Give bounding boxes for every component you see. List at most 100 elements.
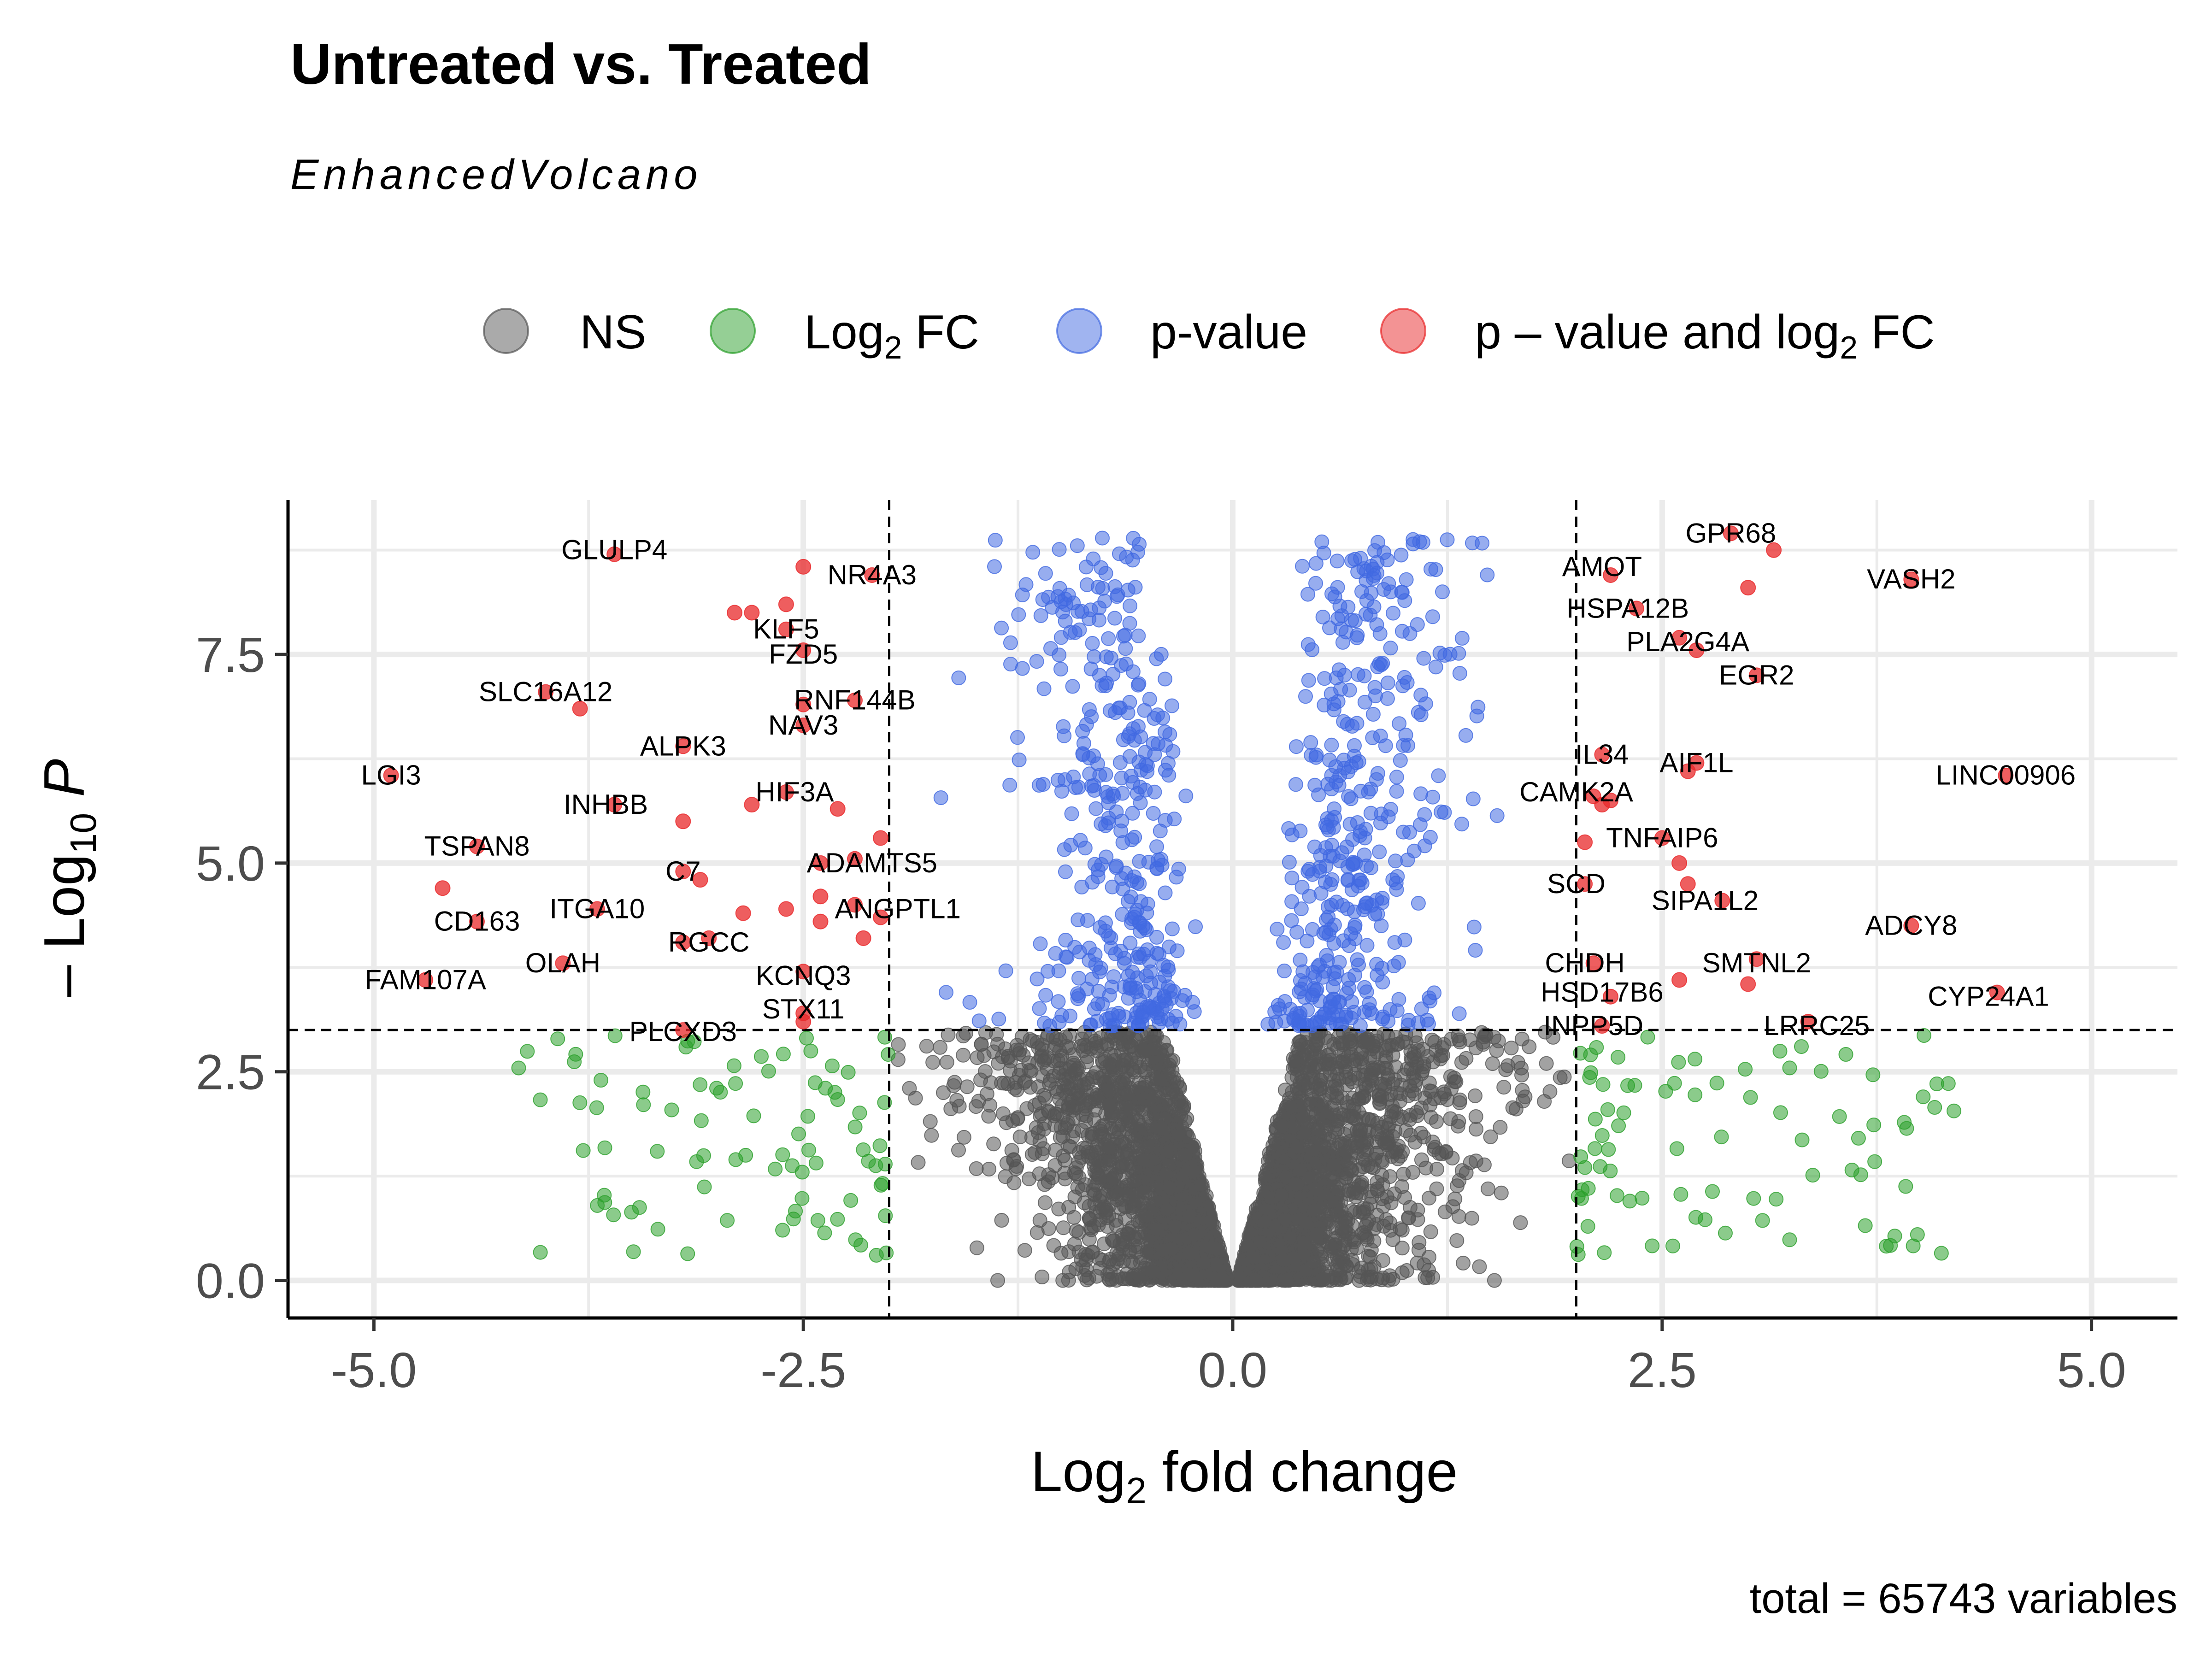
ns-point bbox=[1454, 1163, 1470, 1178]
ns-point bbox=[1407, 1086, 1422, 1101]
fc-point bbox=[853, 1237, 868, 1253]
pvalue-point bbox=[1085, 636, 1100, 651]
ns-point bbox=[1410, 1202, 1425, 1218]
fc-point bbox=[1782, 1232, 1797, 1247]
ns-point bbox=[933, 1040, 947, 1055]
ns-point bbox=[1324, 1241, 1339, 1256]
ns-point bbox=[1351, 1071, 1366, 1086]
ns-point bbox=[1065, 1103, 1080, 1118]
fc-point bbox=[1611, 1050, 1626, 1065]
fc-point bbox=[1866, 1118, 1882, 1133]
pvalue-point bbox=[1416, 651, 1431, 666]
ns-point bbox=[1265, 1138, 1281, 1153]
fc-point bbox=[1583, 1047, 1598, 1063]
pvalue-point bbox=[1425, 609, 1440, 624]
fc-point bbox=[1580, 1219, 1595, 1234]
pvalue-point bbox=[1128, 580, 1143, 595]
ns-point bbox=[956, 1130, 971, 1145]
pvalue-point bbox=[1095, 581, 1110, 596]
fc-point bbox=[720, 1213, 735, 1228]
pvalue-point bbox=[1153, 824, 1168, 839]
fc-point bbox=[1622, 1194, 1637, 1209]
fc-point bbox=[754, 1049, 769, 1064]
ns-point bbox=[1464, 1211, 1479, 1226]
ns-point bbox=[1127, 1173, 1142, 1188]
ns-point bbox=[1472, 1259, 1487, 1274]
fc-point bbox=[1583, 1065, 1598, 1080]
ns-point bbox=[1182, 1209, 1197, 1224]
pvalue-point bbox=[1326, 702, 1341, 718]
pvalue-point bbox=[1032, 1001, 1047, 1016]
ns-point bbox=[1306, 1203, 1321, 1218]
fc-point bbox=[1910, 1227, 1925, 1242]
fc-point bbox=[1838, 1047, 1853, 1062]
pvalue-point bbox=[1300, 864, 1316, 879]
ns-point bbox=[1337, 1233, 1353, 1248]
pvalue-point bbox=[1359, 984, 1374, 1000]
pvalue-point bbox=[1058, 933, 1073, 947]
fc-point bbox=[1883, 1238, 1898, 1253]
pvalue-point bbox=[1380, 675, 1395, 690]
pvalue-point bbox=[962, 995, 977, 1010]
pvalue-point bbox=[1033, 608, 1048, 623]
pvalue-point bbox=[1466, 919, 1482, 935]
ns-point bbox=[1292, 1162, 1307, 1177]
ns-point bbox=[1068, 1166, 1083, 1182]
fc-point bbox=[1941, 1076, 1956, 1091]
ns-point bbox=[977, 1064, 993, 1079]
fc-point bbox=[1671, 1055, 1686, 1070]
ns-point bbox=[982, 1098, 998, 1113]
ns-point bbox=[1084, 1130, 1100, 1145]
fc-point bbox=[1865, 1067, 1881, 1082]
ns-point bbox=[1452, 1095, 1467, 1110]
ns-point bbox=[1079, 1054, 1094, 1070]
fc-point bbox=[1813, 1064, 1829, 1079]
ns-point bbox=[1106, 1171, 1120, 1186]
ns-point bbox=[891, 1037, 906, 1052]
fc-point bbox=[1832, 1109, 1847, 1124]
fc-point bbox=[636, 1097, 651, 1112]
ns-point bbox=[1162, 1143, 1177, 1159]
ns-point bbox=[1135, 1104, 1151, 1119]
fc-point bbox=[589, 1100, 604, 1115]
ns-point bbox=[1443, 1069, 1458, 1084]
ns-point bbox=[1031, 1040, 1046, 1055]
ns-point bbox=[1275, 1252, 1290, 1267]
pvalue-point bbox=[1389, 770, 1404, 785]
fc-point bbox=[1934, 1246, 1949, 1261]
fc-point bbox=[1947, 1103, 1961, 1118]
fc-point bbox=[1773, 1105, 1788, 1120]
pvalue-point bbox=[1188, 919, 1203, 934]
ns-point bbox=[1000, 1077, 1016, 1091]
fc-point bbox=[1858, 1218, 1873, 1233]
ns-point bbox=[1380, 1067, 1395, 1082]
pvalue-point bbox=[1394, 547, 1409, 563]
pvalue-point bbox=[1115, 835, 1130, 850]
fc-point bbox=[817, 1225, 832, 1241]
fc-point bbox=[1714, 1130, 1729, 1145]
ns-point bbox=[1287, 1053, 1302, 1069]
ns-point bbox=[1557, 1070, 1572, 1084]
fc-point bbox=[1601, 1142, 1616, 1157]
ns-point bbox=[1338, 1171, 1353, 1186]
fc-point bbox=[606, 1207, 621, 1223]
ns-point bbox=[1089, 1177, 1104, 1193]
ns-point bbox=[1122, 1146, 1137, 1161]
pvalue-point bbox=[1158, 885, 1173, 900]
ns-point bbox=[1338, 1210, 1353, 1225]
ns-point bbox=[1410, 1108, 1425, 1123]
pvalue-point bbox=[1327, 971, 1342, 986]
ns-point bbox=[1146, 1265, 1161, 1280]
pvalue-point bbox=[1401, 1012, 1416, 1028]
pvalue-point bbox=[1277, 963, 1292, 978]
ns-point bbox=[1296, 1235, 1312, 1250]
fc-point bbox=[879, 1245, 894, 1260]
ns-point bbox=[1329, 1088, 1344, 1104]
ns-point bbox=[1406, 1070, 1421, 1085]
ns-point bbox=[936, 1085, 951, 1100]
fc-point bbox=[635, 1084, 651, 1100]
pvalue-point bbox=[1165, 921, 1180, 936]
ns-point bbox=[1093, 1212, 1108, 1228]
ns-point bbox=[1051, 1201, 1066, 1217]
pvalue-point bbox=[1118, 641, 1133, 656]
